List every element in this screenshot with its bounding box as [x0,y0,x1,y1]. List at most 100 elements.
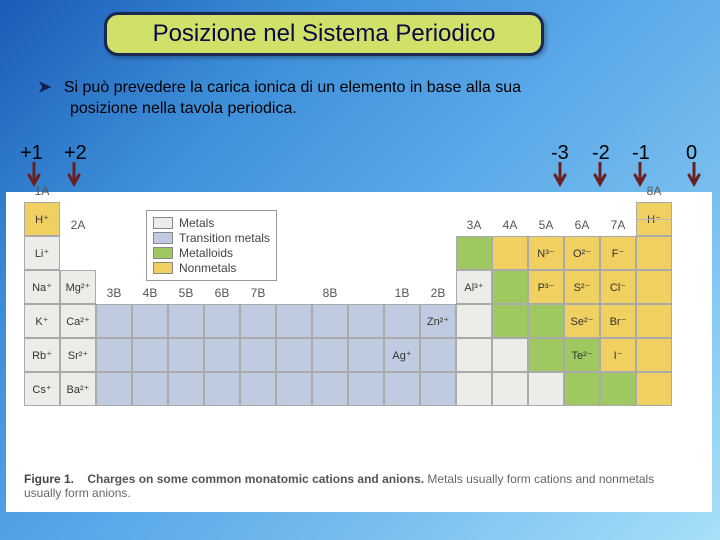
cell-r3-c16: Br⁻ [600,304,636,338]
cell-r3-c15: Se²⁻ [564,304,600,338]
cell-r1-c16: F⁻ [600,236,636,270]
bullet-line1: Si può prevedere la carica ionica di un … [64,79,521,96]
cell-r3-c7 [276,304,312,338]
cell-r3-c1: Ca²⁺ [60,304,96,338]
charge-arrows [0,162,720,192]
cell-r2-c12: Al³⁺ [456,270,492,304]
cell-r4-c9 [348,338,384,372]
cell-r2-c13 [492,270,528,304]
legend-metal: Metals [153,216,270,230]
cell-r5-c11 [420,372,456,406]
cell-r1-c17 [636,236,672,270]
cell-r4-c14 [528,338,564,372]
cell-r3-c6 [240,304,276,338]
cell-r5-c12 [456,372,492,406]
cell-r5-c4 [168,372,204,406]
cell-r3-c3 [132,304,168,338]
group-8A: 8A [636,184,672,198]
cell-r5-c14 [528,372,564,406]
cell-r4-c16: I⁻ [600,338,636,372]
legend: MetalsTransition metalsMetalloidsNonmeta… [146,210,277,281]
cell-r1-c12 [456,236,492,270]
bullet: ➤ Si può prevedere la carica ionica di u… [38,78,690,120]
cell-r2-c17 [636,270,672,304]
fig-t1: Charges on some common monatomic cations… [87,472,427,486]
cell-r3-c10 [384,304,420,338]
cell-r4-c7 [276,338,312,372]
cell-r4-c17 [636,338,672,372]
cell-r0-c0: H⁺ [24,202,60,236]
cell-r4-c0: Rb⁺ [24,338,60,372]
fig-label: Figure 1. [24,472,74,486]
cell-r1-c1 [60,236,96,270]
cell-r5-c15 [564,372,600,406]
cell-r4-c11 [420,338,456,372]
cell-r5-c3 [132,372,168,406]
cell-r1-c14: N³⁻ [528,236,564,270]
cell-r1-c13 [492,236,528,270]
cell-r4-c1: Sr²⁺ [60,338,96,372]
cell-r4-c6 [240,338,276,372]
cell-r4-c15: Te²⁻ [564,338,600,372]
group-4A: 4A [492,218,528,232]
cell-r2-c15: S²⁻ [564,270,600,304]
group-7A: 7A [600,218,636,232]
cell-r5-c5 [204,372,240,406]
cell-r5-c7 [276,372,312,406]
cell-r5-c9 [348,372,384,406]
cell-r2-c16: Cl⁻ [600,270,636,304]
cell-r5-c8 [312,372,348,406]
legend-non: Nonmetals [153,261,270,275]
group-6B: 6B [204,286,240,300]
cell-r4-c12 [456,338,492,372]
pt-grid: 1A2A3B4B5B6B7B8B1B2B3A4A5A6A7A8AH⁺H⁻Li⁺N… [24,202,696,406]
group-3A: 3A [456,218,492,232]
slide-title: Posizione nel Sistema Periodico [104,12,544,56]
figure-caption: Figure 1. Charges on some common monatom… [24,472,692,500]
cell-r4-c2 [96,338,132,372]
cell-r1-c15: O²⁻ [564,236,600,270]
group-1B: 1B [384,286,420,300]
cell-r4-c5 [204,338,240,372]
periodic-table: 1A2A3B4B5B6B7B8B1B2B3A4A5A6A7A8AH⁺H⁻Li⁺N… [24,202,696,406]
title-text: Posizione nel Sistema Periodico [153,20,496,48]
cell-r4-c3 [132,338,168,372]
cell-r5-c17 [636,372,672,406]
cell-r5-c10 [384,372,420,406]
cell-r3-c14 [528,304,564,338]
bullet-line2: posizione nella tavola periodica. [70,99,690,120]
cell-r3-c0: K⁺ [24,304,60,338]
legend-loid: Metalloids [153,246,270,260]
cell-r3-c9 [348,304,384,338]
periodic-table-panel: 1A2A3B4B5B6B7B8B1B2B3A4A5A6A7A8AH⁺H⁻Li⁺N… [6,192,712,512]
cell-r4-c4 [168,338,204,372]
cell-r5-c6 [240,372,276,406]
bullet-icon: ➤ [38,79,51,96]
cell-r5-c13 [492,372,528,406]
cell-r0-c17: H⁻ [636,202,672,236]
group-7B: 7B [240,286,276,300]
cell-r4-c10: Ag⁺ [384,338,420,372]
cell-r3-c4 [168,304,204,338]
group-2B: 2B [420,286,456,300]
group-4B: 4B [132,286,168,300]
cell-r5-c0: Cs⁺ [24,372,60,406]
group-8B: 8B [312,286,348,300]
cell-r4-c8 [312,338,348,372]
cell-r3-c13 [492,304,528,338]
cell-r2-c0: Na⁺ [24,270,60,304]
cell-r3-c2 [96,304,132,338]
group-5B: 5B [168,286,204,300]
cell-r5-c16 [600,372,636,406]
group-6A: 6A [564,218,600,232]
cell-r3-c17 [636,304,672,338]
cell-r3-c12 [456,304,492,338]
cell-r2-c14: P³⁻ [528,270,564,304]
group-5A: 5A [528,218,564,232]
group-3B: 3B [96,286,132,300]
cell-r5-c1: Ba²⁺ [60,372,96,406]
cell-r5-c2 [96,372,132,406]
cell-r3-c8 [312,304,348,338]
cell-r3-c11: Zn²⁺ [420,304,456,338]
legend-trans: Transition metals [153,231,270,245]
